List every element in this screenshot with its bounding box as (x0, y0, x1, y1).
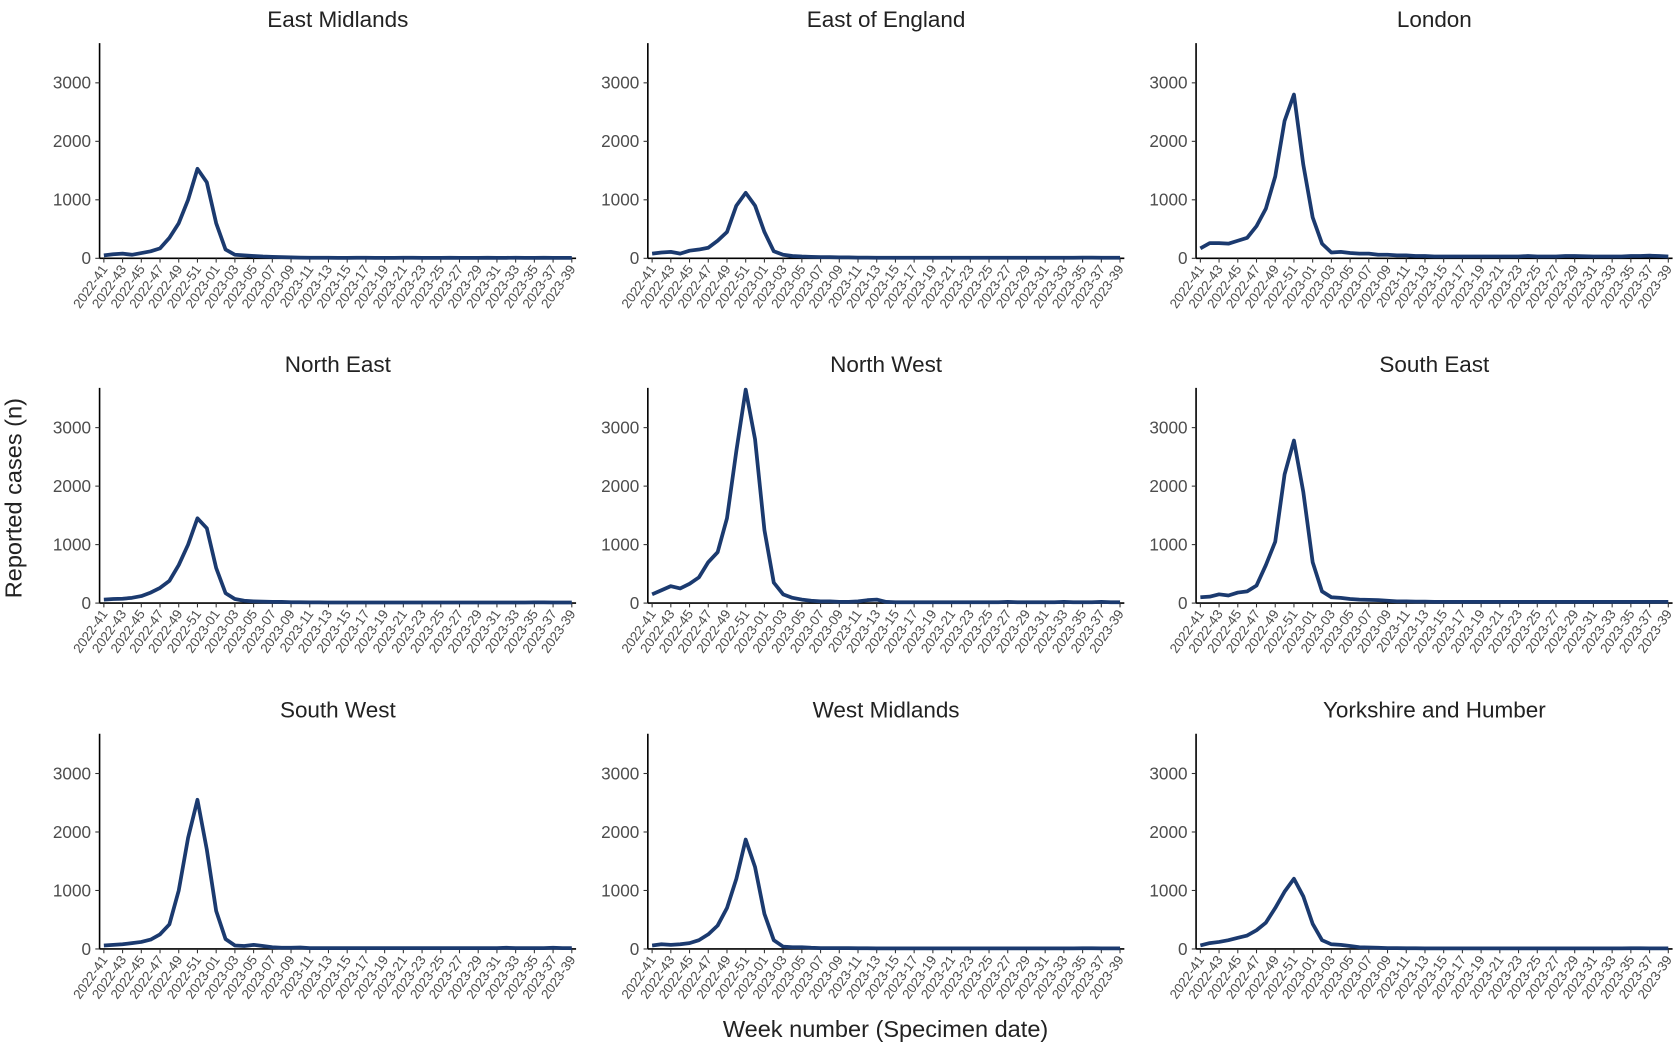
y-tick-label: 1000 (53, 535, 91, 555)
line (1200, 438, 1669, 604)
panel-title: East of England (807, 7, 966, 32)
y-tick-label: 3000 (53, 73, 91, 93)
panel-title: South East (1379, 352, 1490, 377)
y-tick-label: 0 (630, 593, 640, 613)
x-axis-label: Week number (Specimen date) (723, 1016, 1048, 1042)
y-tick-label: 2000 (1149, 822, 1187, 842)
y-tick-label: 3000 (601, 418, 639, 438)
y-tick-label: 1000 (601, 880, 639, 900)
y-tick-label: 2000 (1149, 476, 1187, 496)
panel-title: North East (285, 352, 392, 377)
y-axis-label: Reported cases (n) (0, 398, 26, 598)
y-tick-label: 2000 (601, 822, 639, 842)
line (1199, 876, 1669, 951)
y-tick-label: 2000 (1149, 131, 1187, 151)
y-tick-label: 1000 (53, 880, 91, 900)
line (651, 190, 1121, 260)
y-tick-label: 2000 (601, 131, 639, 151)
panel-title: London (1397, 7, 1472, 32)
y-tick-label: 2000 (53, 131, 91, 151)
y-tick-label: 3000 (601, 73, 639, 93)
line (651, 837, 1121, 951)
y-tick-label: 0 (630, 248, 640, 268)
panel-title: Yorkshire and Humber (1323, 698, 1546, 723)
y-tick-label: 1000 (1149, 880, 1187, 900)
y-tick-label: 1000 (53, 190, 91, 210)
line (103, 797, 572, 950)
y-tick-label: 3000 (53, 763, 91, 783)
y-tick-label: 2000 (53, 822, 91, 842)
y-tick-label: 1000 (1149, 190, 1187, 210)
y-tick-label: 3000 (1149, 418, 1187, 438)
y-tick-label: 0 (81, 939, 91, 959)
y-tick-label: 1000 (601, 535, 639, 555)
y-tick-label: 2000 (601, 476, 639, 496)
panel-title: South West (280, 698, 396, 723)
y-tick-label: 0 (1178, 939, 1188, 959)
y-tick-label: 3000 (601, 763, 639, 783)
line (103, 516, 572, 605)
y-tick-label: 0 (81, 248, 91, 268)
y-tick-label: 0 (630, 939, 640, 959)
panel-title: West Midlands (813, 698, 960, 723)
y-tick-label: 3000 (1149, 763, 1187, 783)
y-tick-label: 3000 (1149, 73, 1187, 93)
y-tick-label: 2000 (53, 476, 91, 496)
y-tick-label: 1000 (1149, 535, 1187, 555)
line (651, 387, 1121, 605)
y-tick-label: 1000 (601, 190, 639, 210)
y-tick-label: 0 (1178, 593, 1188, 613)
y-tick-label: 0 (1178, 248, 1188, 268)
panel-title: East Midlands (267, 7, 408, 32)
y-tick-label: 3000 (53, 418, 91, 438)
panel-title: North West (830, 352, 943, 377)
line (1199, 92, 1669, 259)
y-tick-label: 0 (81, 593, 91, 613)
line (103, 166, 572, 260)
